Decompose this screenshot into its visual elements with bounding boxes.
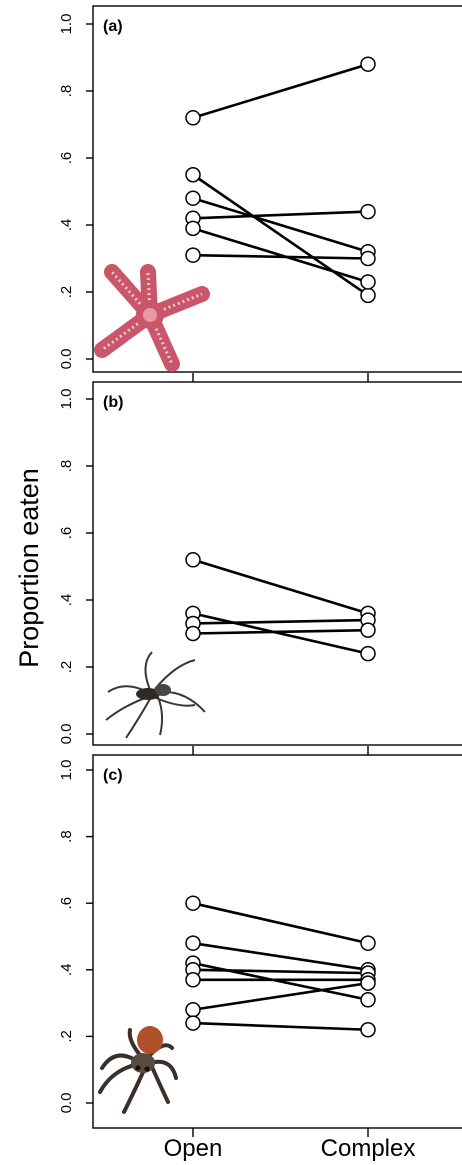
series-line [192,628,369,635]
sea-star-arm-texture [146,271,152,316]
x-axis: Open Complex [164,1128,416,1162]
panel-frame [92,5,462,373]
data-point [360,975,376,991]
y-tick-label: 1.0 [58,14,75,35]
wolf-spider-leg [155,697,196,707]
wolf-spider-abdomen [136,688,160,700]
jumping-spider-leg [153,1059,178,1080]
data-point [185,1015,201,1031]
jumping-spider-leg [98,1062,140,1094]
series-line [192,227,369,284]
jumping-spider-leg [100,1053,137,1070]
x-tick-label-complex: Complex [321,1135,416,1162]
sea-star-arm-texture [148,314,174,365]
jumping-spider-leg [122,1066,147,1114]
data-point [360,56,376,72]
series-line [192,981,369,1012]
data-point [360,645,376,662]
series-line [192,612,369,655]
series-line [192,941,369,972]
y-tick-label: 1.0 [58,389,75,410]
data-point [360,935,376,951]
data-point [360,250,376,267]
data-point [185,1002,201,1018]
wolf-spider-leg [125,698,151,739]
data-point [360,203,376,220]
y-tick-label: .8 [58,830,75,843]
panel-frame [92,381,462,746]
jumping-spider-picture [98,1026,178,1114]
panel-a: 0.0 .2 .4 .6 .8 1.0 (a) [58,5,462,373]
data-point [185,167,201,183]
panel-label: (b) [103,394,123,411]
series-line [192,558,369,615]
series-line [192,901,369,945]
y-tick-label: .6 [58,152,75,165]
y-tick-label: .4 [58,219,75,232]
panels: 0.0 .2 .4 .6 .8 1.0 (a) 0.0 .2 .4 .6 .8 1.0 (b) 0.0 .2.… [58,5,462,1129]
jumping-spider-abdomen [137,1026,163,1054]
data-point [185,220,201,237]
data-point [185,190,201,206]
data-point [185,972,201,988]
series-line [192,253,369,260]
series-line [192,961,369,1002]
panel-b: 0.0 .2 .4 .6 .8 1.0 (b) [58,373,462,746]
data-point [360,622,376,638]
x-tick-label-open: Open [164,1135,223,1162]
y-tick-label: 0.0 [58,724,75,745]
y-tick-label: .2 [58,1030,75,1043]
jumping-spider-head [131,1053,155,1073]
y-tick-label: .4 [58,594,75,607]
series-line [192,210,369,220]
y-tick-label: .6 [58,897,75,910]
wolf-spider-leg [144,651,153,691]
jumping-spider-eye [135,1065,141,1071]
y-tick-label: .8 [58,460,75,473]
data-point [185,110,201,126]
data-point [185,935,201,951]
data-point [185,895,201,911]
series-line [192,968,369,975]
sea-star-arm-texture [149,292,203,317]
data-point [185,625,201,642]
y-axis-label: Proportion eaten [14,468,44,668]
jumping-spider-leg [127,1028,142,1057]
y-tick-label: .6 [58,527,75,540]
panel-label: (a) [103,18,123,35]
data-point [360,1021,376,1038]
panel-c: 0.0 .2 .4 .6 .8 1.0 (c) [58,746,462,1129]
y-tick-label: .2 [58,661,75,674]
y-tick-label: .4 [58,964,75,977]
series-line [192,618,369,625]
sea-star-picture [94,264,210,372]
panel-label: (c) [103,767,123,784]
panel-frame [92,754,462,1129]
series-line [192,62,369,120]
series-line [192,1021,369,1032]
y-tick-label: 0.0 [58,1093,75,1114]
y-tick-label: .2 [58,286,75,299]
data-point [185,247,201,263]
series-line [192,196,369,254]
sea-star-center [143,308,157,322]
y-tick-label: .8 [58,85,75,98]
jumping-spider-leg [150,1065,170,1104]
data-point [360,274,376,290]
data-point [185,552,201,568]
jumping-spider-eye [144,1066,150,1072]
data-point [360,287,376,304]
wolf-spider-leg [105,696,149,721]
series-line [192,173,369,297]
data-point [360,992,376,1008]
y-tick-label: 1.0 [58,760,75,781]
wolf-spider-picture [105,651,206,739]
wolf-spider-head [155,684,171,696]
y-tick-label: 0.0 [58,349,75,370]
wolf-spider-leg [157,696,164,736]
